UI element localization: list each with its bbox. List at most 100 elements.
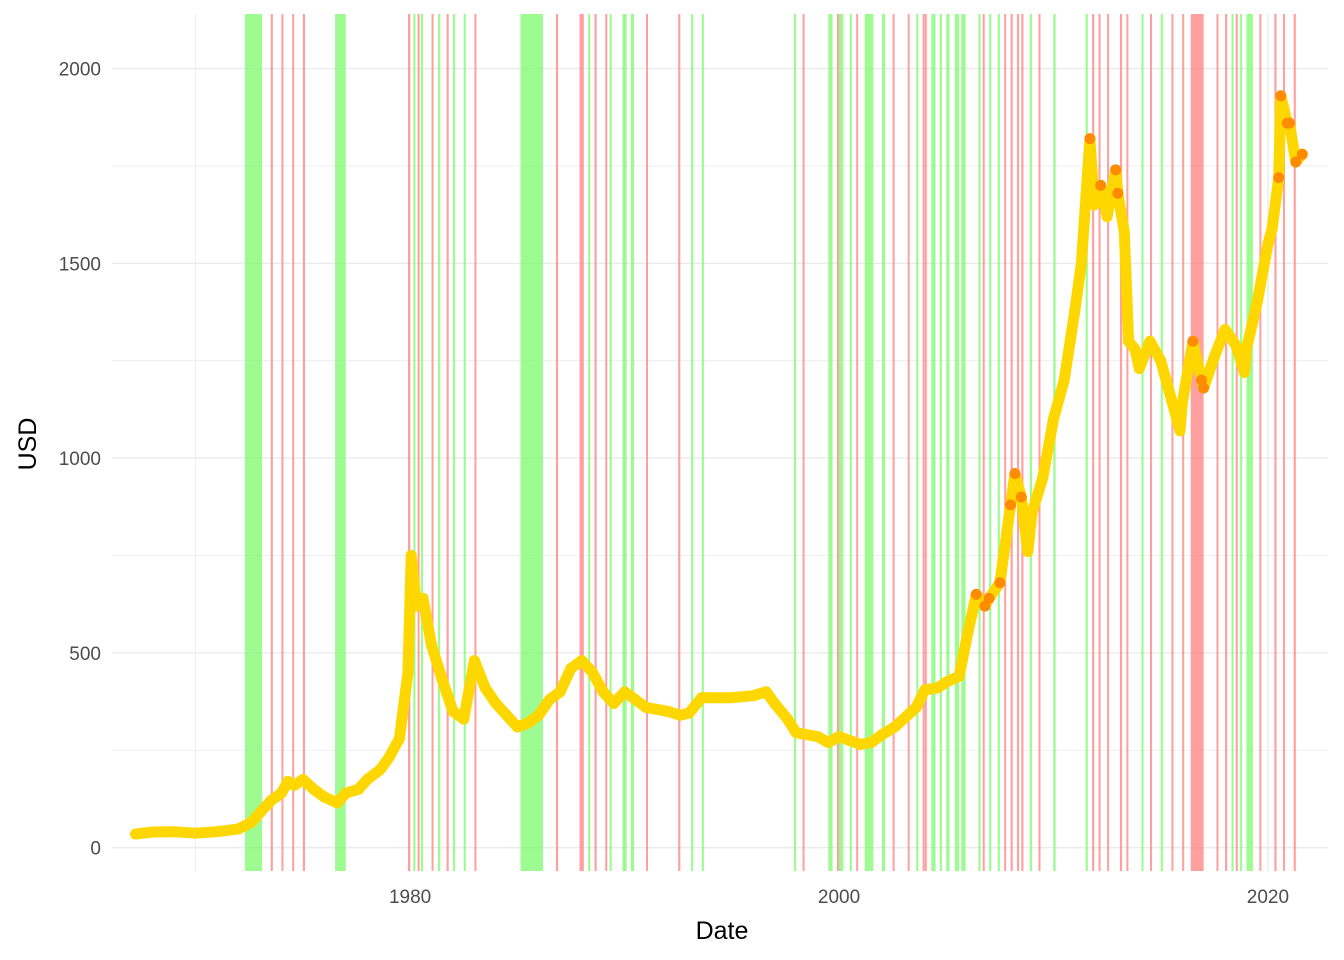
bull-band xyxy=(916,14,919,871)
data-point xyxy=(1251,296,1263,308)
data-point xyxy=(297,773,309,785)
data-point xyxy=(374,764,386,776)
data-point xyxy=(940,676,952,688)
bull-band xyxy=(1029,14,1033,871)
data-point xyxy=(426,639,438,651)
data-point xyxy=(1238,366,1250,378)
bear-band xyxy=(302,14,306,871)
data-point xyxy=(1198,382,1210,394)
data-point xyxy=(544,694,556,706)
bear-band xyxy=(281,14,284,871)
bear-band xyxy=(1182,14,1185,871)
data-point xyxy=(1095,179,1107,191)
bull-band xyxy=(335,14,346,871)
data-point xyxy=(1219,324,1231,336)
bear-band xyxy=(1149,14,1152,871)
bear-band xyxy=(1225,14,1228,871)
axes: Date USD 0 500 1000 1500 2000 1980 2000 2020 xyxy=(14,60,1289,945)
data-point xyxy=(468,655,480,667)
bear-band xyxy=(292,14,295,871)
data-point xyxy=(1118,226,1130,238)
data-point xyxy=(1129,343,1141,355)
bear-band xyxy=(1282,14,1285,871)
data-point xyxy=(769,697,781,709)
data-point xyxy=(436,674,448,686)
data-point xyxy=(383,752,395,764)
bear-band xyxy=(1216,14,1219,871)
bear-band xyxy=(1274,14,1277,871)
bear-band xyxy=(1107,14,1110,871)
data-point xyxy=(447,705,459,717)
data-point xyxy=(1037,472,1049,484)
data-point xyxy=(1208,351,1220,363)
bull-band xyxy=(630,14,635,871)
data-point xyxy=(1275,90,1287,102)
data-point xyxy=(522,717,534,729)
bull-band xyxy=(1141,14,1144,871)
bear-band xyxy=(1190,14,1204,871)
bear-band xyxy=(1021,14,1024,871)
data-point xyxy=(565,662,577,674)
data-point xyxy=(1176,398,1188,410)
x-axis-title: Date xyxy=(696,917,749,945)
data-point xyxy=(1144,335,1156,347)
price-series xyxy=(130,90,1308,840)
data-point xyxy=(308,783,320,795)
data-point xyxy=(331,797,343,809)
y-tick-label: 0 xyxy=(90,839,101,860)
data-point xyxy=(490,697,502,709)
data-point xyxy=(760,686,772,698)
data-point xyxy=(1084,133,1096,145)
bear-band xyxy=(802,14,805,871)
bear-band xyxy=(446,14,449,871)
bull-band xyxy=(701,14,704,871)
bear-band xyxy=(474,14,477,871)
bull-band xyxy=(1231,14,1234,871)
data-point xyxy=(393,733,405,745)
bull-band xyxy=(691,14,694,871)
bear-band xyxy=(1098,14,1101,871)
bear-band xyxy=(1010,14,1013,871)
data-point xyxy=(889,721,901,733)
bear-band xyxy=(856,14,859,871)
y-tick-label: 1000 xyxy=(59,449,101,470)
data-point xyxy=(661,705,673,717)
data-point xyxy=(1123,335,1135,347)
data-point xyxy=(1133,362,1145,374)
bear-band xyxy=(594,14,597,871)
data-point xyxy=(1187,335,1199,347)
data-point xyxy=(822,736,834,748)
data-point xyxy=(405,549,417,561)
data-point xyxy=(865,736,877,748)
bear-band xyxy=(555,14,559,871)
data-point xyxy=(554,686,566,698)
data-point xyxy=(1290,156,1302,168)
data-point xyxy=(629,694,641,706)
data-point xyxy=(726,692,738,704)
bull-band xyxy=(463,14,466,871)
data-point xyxy=(479,682,491,694)
bull-band xyxy=(931,14,936,871)
data-point xyxy=(288,779,300,791)
data-point xyxy=(147,826,159,838)
bull-band xyxy=(849,14,852,871)
bear-band xyxy=(1259,14,1262,871)
data-point xyxy=(932,682,944,694)
y-tick-label: 1500 xyxy=(59,254,101,275)
data-point xyxy=(683,707,695,719)
bull-band xyxy=(864,14,874,871)
bull-band xyxy=(420,14,423,871)
data-point xyxy=(608,697,620,709)
data-point xyxy=(1110,164,1122,176)
bull-band xyxy=(793,14,797,871)
data-point xyxy=(1112,187,1124,199)
data-point xyxy=(1101,211,1113,223)
bull-band xyxy=(881,14,886,871)
data-point xyxy=(640,701,652,713)
data-point xyxy=(1296,148,1308,160)
data-point xyxy=(1230,339,1242,351)
data-point xyxy=(211,826,223,838)
bear-band xyxy=(1126,14,1129,871)
data-point xyxy=(782,713,794,725)
bear-band xyxy=(678,14,681,871)
